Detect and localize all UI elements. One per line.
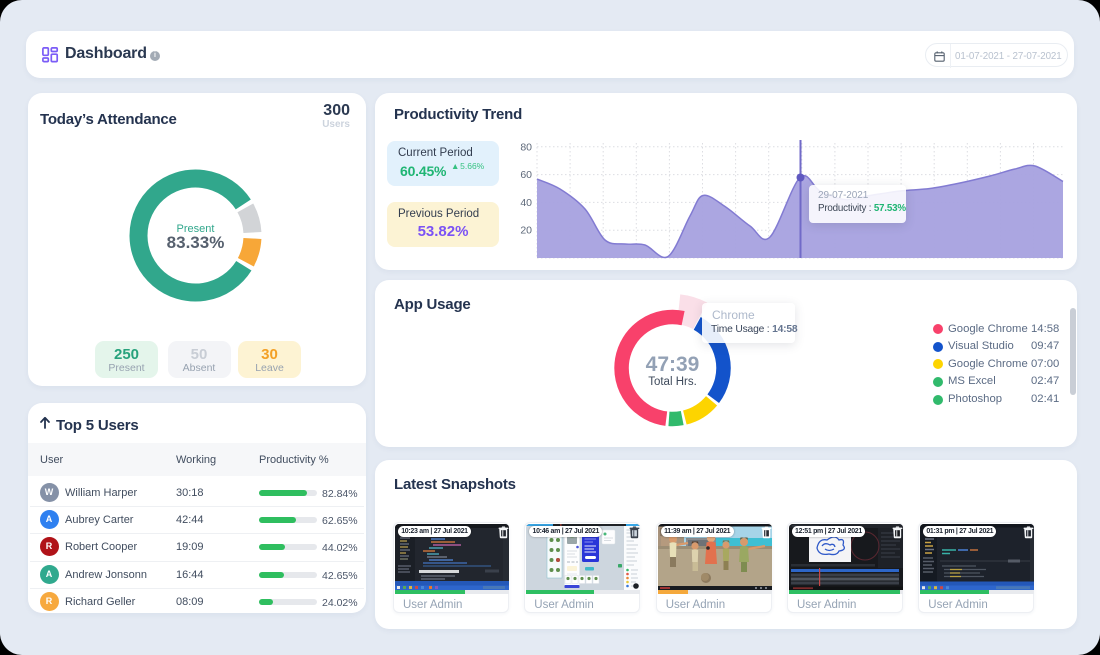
svg-text:20: 20 — [520, 225, 532, 237]
svg-text:60: 60 — [520, 169, 532, 181]
svg-text:40: 40 — [520, 197, 532, 209]
svg-text:47:39: 47:39 — [646, 353, 700, 376]
svg-text:Total Hrs.: Total Hrs. — [648, 376, 697, 388]
svg-text:83.33%: 83.33% — [167, 233, 225, 252]
svg-text:Present: Present — [177, 223, 215, 235]
svg-text:80: 80 — [520, 141, 532, 153]
